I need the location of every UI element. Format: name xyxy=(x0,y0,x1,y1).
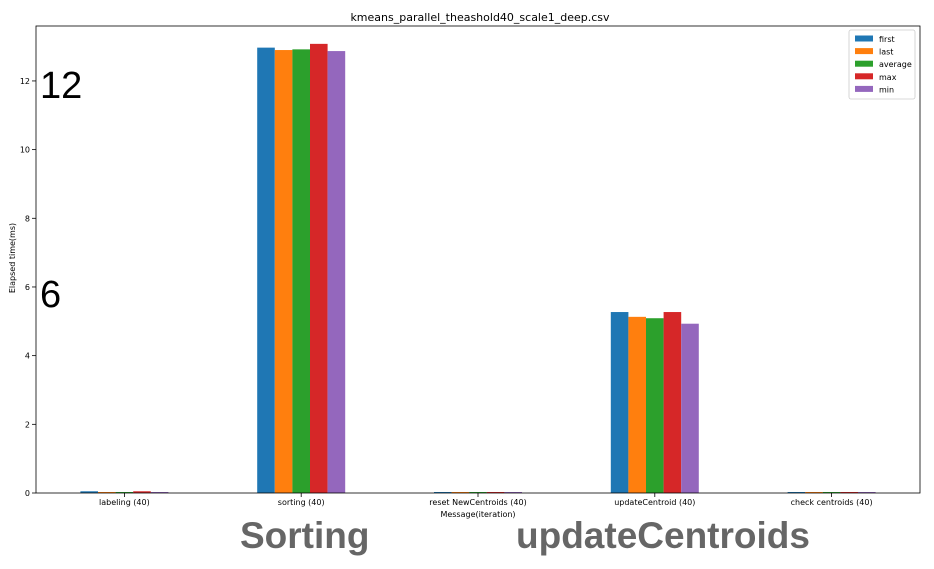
chart-title: kmeans_parallel_theashold40_scale1_deep.… xyxy=(350,11,610,24)
x-axis-label: Message(iteration) xyxy=(440,510,515,519)
x-tick-label: reset NewCentroids (40) xyxy=(429,498,526,507)
bar-first xyxy=(610,312,629,493)
bar-average xyxy=(469,492,487,493)
y-tick-label: 4 xyxy=(25,352,30,361)
plot-frame xyxy=(35,25,921,494)
bar-last xyxy=(98,492,116,493)
bar-min xyxy=(681,323,699,493)
bar-min xyxy=(327,51,346,493)
y-tick-label: 12 xyxy=(20,77,30,86)
bar-last xyxy=(628,316,646,493)
bar-min xyxy=(858,492,876,493)
bar-max xyxy=(486,492,505,493)
bar-max xyxy=(133,491,151,493)
y-tick-label: 8 xyxy=(25,214,30,223)
bar-last xyxy=(274,50,293,493)
y-tick-label: 0 xyxy=(25,489,30,498)
overlay-label-12: 12 xyxy=(40,65,83,107)
legend: first last average max min xyxy=(848,29,916,100)
legend-label-average: average xyxy=(879,60,912,69)
bars-group xyxy=(80,43,876,494)
legend-label-first: first xyxy=(879,35,895,44)
overlay-label-sorting: Sorting xyxy=(240,515,370,556)
bar-max xyxy=(663,312,682,493)
legend-swatch-max xyxy=(855,73,873,80)
legend-box xyxy=(848,29,916,100)
bar-last xyxy=(805,492,823,493)
bar-first xyxy=(80,491,98,493)
bar-min xyxy=(504,492,522,493)
x-tick-label: updateCentroid (40) xyxy=(614,498,695,507)
x-ticks: labeling (40) sorting (40) reset NewCentro… xyxy=(99,493,873,507)
legend-label-min: min xyxy=(879,85,894,94)
bar-min xyxy=(150,492,169,493)
legend-swatch-last xyxy=(855,48,873,55)
legend-swatch-first xyxy=(855,35,873,42)
bar-first xyxy=(257,47,275,493)
y-tick-label: 2 xyxy=(25,420,30,429)
x-tick-label: check centroids (40) xyxy=(791,498,873,507)
y-ticks: 0 2 4 6 8 10 12 xyxy=(20,77,36,498)
overlay-label-6: 6 xyxy=(40,274,62,316)
bar-average xyxy=(115,492,134,493)
bar-average xyxy=(292,49,310,493)
bar-average xyxy=(646,318,664,493)
legend-label-max: max xyxy=(879,73,897,82)
bar-max xyxy=(840,492,858,493)
x-tick-label: labeling (40) xyxy=(99,498,150,507)
bar-first xyxy=(434,492,452,493)
y-axis-label: Elapsed time(ms) xyxy=(8,223,17,293)
legend-swatch-min xyxy=(855,85,873,92)
bar-last xyxy=(451,492,470,493)
y-tick-label: 6 xyxy=(25,283,30,292)
bar-max xyxy=(310,43,328,494)
overlay-label-updatecentroids: updateCentroids xyxy=(516,515,810,556)
bar-first xyxy=(787,492,806,493)
legend-swatch-average xyxy=(855,60,873,67)
x-tick-label: sorting (40) xyxy=(278,498,325,507)
bar-average xyxy=(822,492,841,493)
y-tick-label: 10 xyxy=(20,146,30,155)
legend-label-last: last xyxy=(879,48,893,57)
